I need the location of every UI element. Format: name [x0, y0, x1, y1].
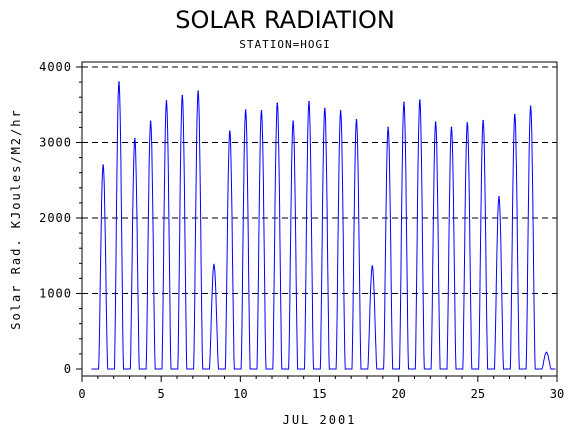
data-point	[260, 109, 263, 112]
x-tick-label: 20	[391, 387, 405, 401]
series-line	[91, 82, 556, 370]
data-point	[529, 105, 532, 108]
chart-title: SOLAR RADIATION	[175, 6, 395, 34]
data-point	[134, 137, 136, 140]
data-point	[450, 126, 453, 129]
x-tick-label: 15	[312, 387, 326, 401]
x-tick-label: 0	[78, 387, 85, 401]
grid-lines	[82, 66, 557, 294]
data-point	[324, 107, 326, 110]
y-tick-label: 3000	[39, 136, 72, 150]
data-point	[276, 102, 279, 105]
data-point	[292, 120, 294, 123]
data-point	[339, 109, 342, 112]
y-axis: 0 1000 2000 3000 4000	[39, 60, 82, 376]
data-point	[308, 100, 310, 103]
data-point	[197, 90, 199, 92]
data-point	[181, 94, 184, 97]
data-point	[102, 164, 104, 166]
y-tick-label: 2000	[39, 211, 72, 225]
data-point	[355, 119, 358, 121]
data-point	[514, 113, 516, 116]
x-tick-label: 5	[158, 387, 165, 401]
data-point	[545, 351, 548, 354]
data-point	[387, 126, 389, 129]
x-axis: 0 5 10 15 20 25 30	[78, 376, 564, 401]
x-tick-label: 10	[233, 387, 247, 401]
data-point	[118, 81, 120, 83]
data-point	[403, 101, 405, 104]
data-point	[371, 265, 374, 268]
data-point	[434, 121, 437, 123]
x-axis-label: JUL 2001	[283, 413, 357, 427]
data-point	[213, 264, 215, 266]
data-point	[165, 100, 168, 102]
x-tick-label: 25	[471, 387, 485, 401]
data-point	[419, 99, 421, 102]
y-tick-label: 1000	[39, 287, 72, 301]
data-point	[229, 130, 231, 132]
data-point	[498, 196, 500, 198]
data-point	[149, 120, 152, 123]
chart-subtitle: STATION=HOGI	[239, 38, 331, 51]
y-tick-label: 4000	[39, 60, 72, 74]
data-point	[466, 122, 469, 124]
y-tick-label: 0	[64, 362, 72, 376]
y-axis-label: Solar Rad. KJoules/M2/hr	[9, 108, 23, 329]
x-tick-label: 30	[550, 387, 564, 401]
series-layer	[91, 81, 556, 370]
data-point	[482, 119, 484, 122]
data-point	[244, 109, 247, 111]
